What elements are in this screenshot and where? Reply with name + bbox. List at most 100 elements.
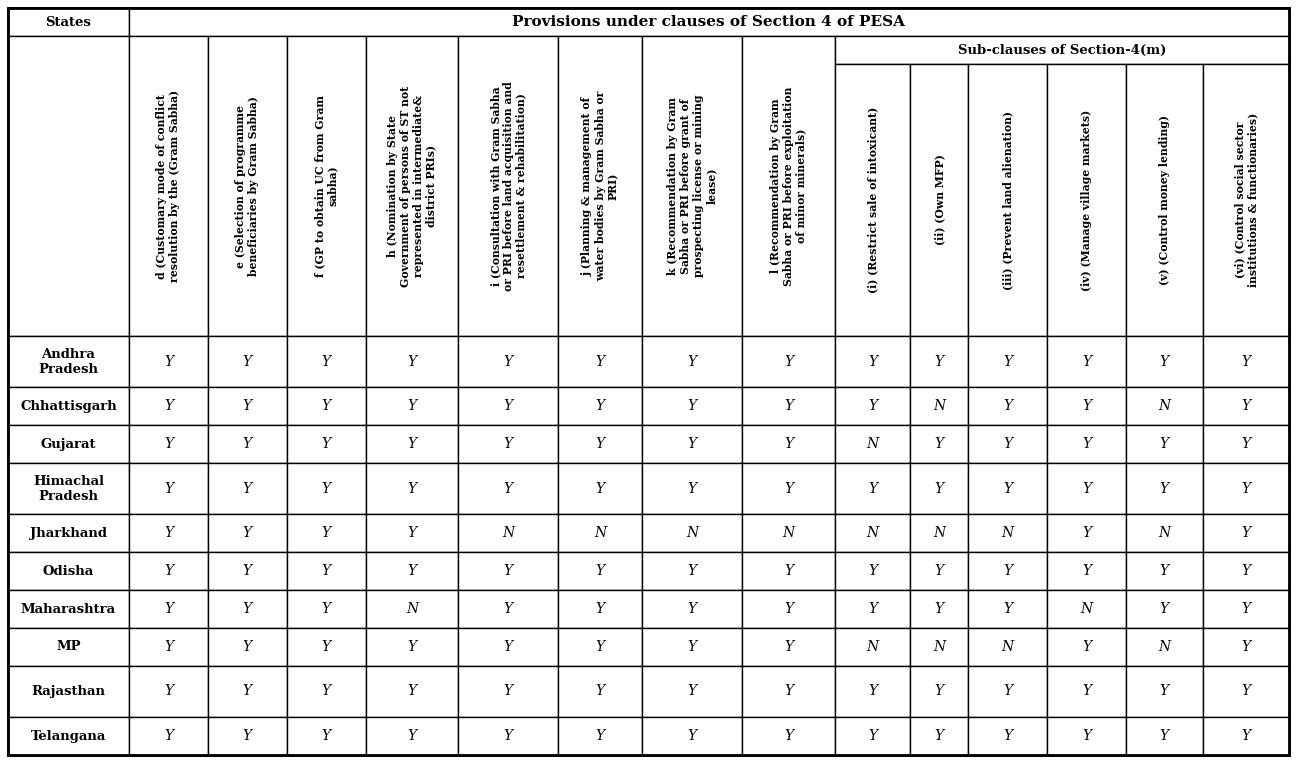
Text: Y: Y xyxy=(687,564,696,578)
Bar xyxy=(642,425,742,463)
Bar xyxy=(558,628,642,666)
Text: Gujarat: Gujarat xyxy=(40,438,96,451)
Text: Y: Y xyxy=(595,685,604,698)
Bar xyxy=(910,64,969,336)
Text: Y: Y xyxy=(163,729,173,743)
Text: Y: Y xyxy=(163,564,173,578)
Bar xyxy=(366,666,458,717)
Text: Y: Y xyxy=(595,355,604,369)
Text: Y: Y xyxy=(687,355,696,369)
Bar xyxy=(969,590,1047,628)
Bar xyxy=(8,514,128,552)
Bar xyxy=(8,387,128,425)
Bar xyxy=(1202,552,1289,590)
Bar xyxy=(8,628,128,666)
Bar xyxy=(458,514,558,552)
Text: Y: Y xyxy=(503,640,512,654)
Bar xyxy=(8,425,128,463)
Text: N: N xyxy=(1001,640,1014,654)
Text: Y: Y xyxy=(407,685,416,698)
Bar xyxy=(128,590,208,628)
Bar xyxy=(742,628,835,666)
Bar xyxy=(910,590,969,628)
Bar xyxy=(128,514,208,552)
Bar xyxy=(910,425,969,463)
Bar xyxy=(835,36,1289,64)
Bar xyxy=(742,552,835,590)
Text: Y: Y xyxy=(687,640,696,654)
Text: Y: Y xyxy=(503,355,512,369)
Text: N: N xyxy=(782,526,795,540)
Bar xyxy=(128,628,208,666)
Bar xyxy=(366,36,458,336)
Text: N: N xyxy=(934,640,946,654)
Bar xyxy=(969,425,1047,463)
Text: Y: Y xyxy=(163,640,173,654)
Bar xyxy=(835,64,910,336)
Text: Y: Y xyxy=(243,355,252,369)
Bar xyxy=(458,387,558,425)
Text: Y: Y xyxy=(1160,355,1169,369)
Bar xyxy=(128,717,208,755)
Text: d (Customary mode of conflict
resolution by the (Gram Sabha): d (Customary mode of conflict resolution… xyxy=(157,90,180,282)
Text: Y: Y xyxy=(407,526,416,540)
Text: Y: Y xyxy=(1241,729,1250,743)
Text: Y: Y xyxy=(163,685,173,698)
Bar xyxy=(642,590,742,628)
Bar xyxy=(366,425,458,463)
Bar xyxy=(128,36,208,336)
Text: Y: Y xyxy=(1241,602,1250,616)
Bar xyxy=(458,336,558,387)
Text: N: N xyxy=(1080,602,1092,616)
Text: Y: Y xyxy=(1003,355,1012,369)
Bar xyxy=(1202,717,1289,755)
Bar xyxy=(208,666,287,717)
Bar xyxy=(969,717,1047,755)
Bar xyxy=(366,387,458,425)
Bar xyxy=(1126,64,1202,336)
Text: Y: Y xyxy=(503,399,512,413)
Bar xyxy=(287,628,366,666)
Bar xyxy=(910,717,969,755)
Text: f (GP to obtain UC from Gram
sabha): f (GP to obtain UC from Gram sabha) xyxy=(314,95,339,277)
Text: Y: Y xyxy=(1241,685,1250,698)
Bar xyxy=(558,36,642,336)
Text: N: N xyxy=(1158,640,1170,654)
Text: Y: Y xyxy=(687,729,696,743)
Text: (i) (Restrict sale of intoxicant): (i) (Restrict sale of intoxicant) xyxy=(866,107,878,293)
Text: Y: Y xyxy=(687,437,696,451)
Bar xyxy=(128,387,208,425)
Text: Y: Y xyxy=(1082,685,1091,698)
Bar xyxy=(642,552,742,590)
Bar xyxy=(835,590,910,628)
Bar xyxy=(1202,463,1289,514)
Bar xyxy=(8,717,128,755)
Bar xyxy=(1202,666,1289,717)
Bar xyxy=(1047,463,1126,514)
Bar xyxy=(128,463,208,514)
Text: Y: Y xyxy=(1160,729,1169,743)
Text: Y: Y xyxy=(1241,640,1250,654)
Text: N: N xyxy=(502,526,514,540)
Text: Y: Y xyxy=(503,564,512,578)
Bar xyxy=(742,36,835,336)
Bar xyxy=(1202,590,1289,628)
Bar xyxy=(8,590,128,628)
Text: Y: Y xyxy=(243,685,252,698)
Text: Y: Y xyxy=(783,355,792,369)
Bar xyxy=(742,336,835,387)
Text: N: N xyxy=(866,640,878,654)
Text: Y: Y xyxy=(1160,564,1169,578)
Bar xyxy=(287,552,366,590)
Bar xyxy=(742,425,835,463)
Bar xyxy=(208,336,287,387)
Text: (vi) (Control social sector
institutions & functionaries): (vi) (Control social sector institutions… xyxy=(1233,113,1258,287)
Bar xyxy=(458,425,558,463)
Text: Y: Y xyxy=(407,399,416,413)
Text: Y: Y xyxy=(783,564,792,578)
Text: Jharkhand: Jharkhand xyxy=(30,527,106,539)
Text: Y: Y xyxy=(1082,526,1091,540)
Text: Y: Y xyxy=(595,482,604,496)
Text: Y: Y xyxy=(163,482,173,496)
Bar xyxy=(1047,628,1126,666)
